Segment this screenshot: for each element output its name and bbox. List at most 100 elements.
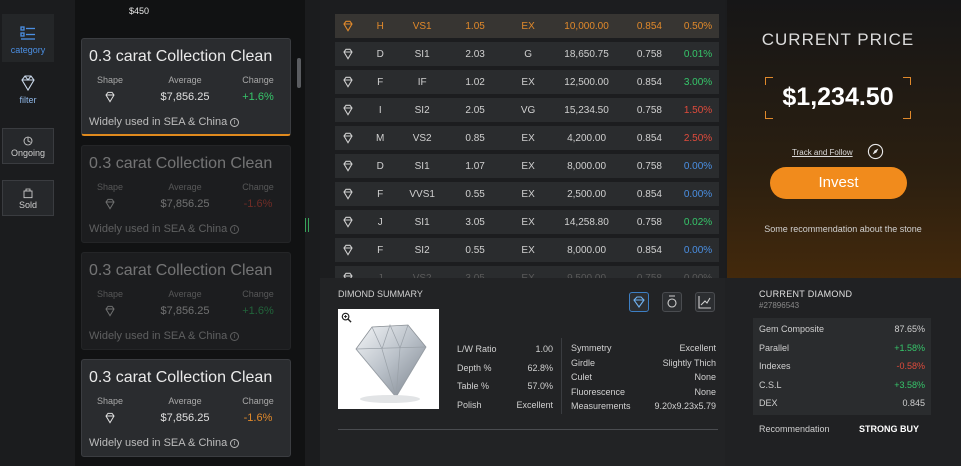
- spec-row: Table % 57.0%: [457, 381, 553, 393]
- list-scrollbar[interactable]: [297, 58, 301, 88]
- left-nav: category filter Ongoing Sold: [0, 0, 70, 466]
- diamond-icon: [343, 76, 353, 88]
- track-and-follow-link[interactable]: Track and Follow: [792, 148, 853, 157]
- spec-row: Measurements 9.20x9.23x5.79: [571, 401, 716, 413]
- invest-button[interactable]: Invest: [770, 167, 907, 199]
- certificate-button[interactable]: [662, 292, 682, 312]
- bag-icon: [23, 188, 33, 199]
- collection-list: $450 0.3 carat Collection Clean Shape Av…: [75, 0, 305, 466]
- row-price-cell: 14,258.80: [551, 210, 622, 234]
- chart-icon: [698, 296, 711, 309]
- row-shape-cell: [335, 98, 362, 122]
- diamond-icon: [105, 412, 115, 424]
- diamond-image: [355, 324, 427, 403]
- row-ratio-cell: 0.854: [621, 126, 678, 150]
- diamond-icon: [105, 305, 115, 317]
- row-carat-cell: 1.02: [445, 70, 505, 94]
- stat-row: DEX 0.845: [759, 398, 925, 408]
- row-cut-cell: EX: [504, 126, 552, 150]
- current-diamond-id: #27896543: [759, 301, 800, 310]
- stat-value: 87.65%: [894, 324, 925, 334]
- current-diamond-stats: Gem Composite 87.65% Parallel +1.58% Indexes…: [753, 318, 931, 415]
- collection-card[interactable]: 0.3 carat Collection Clean Shape Average…: [81, 38, 291, 136]
- info-icon[interactable]: i: [230, 439, 240, 448]
- row-price-cell: 2,500.00: [551, 182, 622, 206]
- table-row[interactable]: J VS2 3.05 EX 9,500.00 0.758 0.00%: [335, 266, 719, 278]
- ongoing-icon: [23, 136, 33, 146]
- row-shape-cell: [335, 210, 362, 234]
- row-change-cell: 0.00%: [677, 182, 719, 206]
- diamond-icon: [343, 132, 353, 144]
- card-average: Average $7,856.25: [160, 289, 210, 317]
- row-shape-cell: [335, 238, 362, 262]
- diamond-view-button[interactable]: [629, 292, 649, 312]
- spec-value: Slightly Thich: [662, 357, 716, 368]
- row-clarity-cell: IF: [398, 70, 446, 94]
- stat-row: Gem Composite 87.65%: [759, 324, 925, 334]
- diamond-icon: [343, 244, 353, 256]
- table-row[interactable]: D SI1 1.07 EX 8,000.00 0.758 0.00%: [335, 154, 719, 178]
- table-row[interactable]: H VS1 1.05 EX 10,000.00 0.854 0.50%: [335, 14, 719, 38]
- collection-card[interactable]: 0.3 carat Collection Clean Shape Average…: [81, 145, 291, 243]
- row-cut-cell: EX: [504, 210, 552, 234]
- card-note: Widely used in SEA & China i: [89, 223, 240, 235]
- collection-card[interactable]: 0.3 carat Collection Clean Shape Average…: [81, 359, 291, 457]
- diamond-photo[interactable]: [338, 309, 439, 409]
- table-row[interactable]: F IF 1.02 EX 12,500.00 0.854 3.00%: [335, 70, 719, 94]
- diamond-icon: [105, 198, 115, 210]
- diamond-table-grid: H VS1 1.05 EX 10,000.00 0.854 0.50% D SI1 2.03 G 18…: [335, 10, 719, 278]
- zoom-icon[interactable]: [341, 312, 352, 323]
- stat-key: Gem Composite: [759, 324, 825, 334]
- table-row[interactable]: I SI2 2.05 VG 15,234.50 0.758 1.50%: [335, 98, 719, 122]
- card-shape: Shape: [92, 182, 128, 210]
- row-color-cell: H: [361, 14, 399, 38]
- row-color-cell: J: [361, 210, 399, 234]
- row-clarity-cell: SI2: [398, 98, 446, 122]
- diamond-icon: [343, 48, 353, 60]
- table-row[interactable]: J SI1 3.05 EX 14,258.80 0.758 0.02%: [335, 210, 719, 234]
- stat-row: Indexes -0.58%: [759, 361, 925, 371]
- spec-key: Measurements: [571, 401, 631, 411]
- recommendation-value: STRONG BUY: [859, 424, 920, 434]
- row-price-cell: 10,000.00: [551, 14, 622, 38]
- spec-value: 9.20x9.23x5.79: [654, 401, 716, 411]
- diamond-icon: [105, 91, 115, 103]
- diamond-icon: [343, 272, 353, 278]
- nav-category[interactable]: category: [2, 14, 54, 62]
- nav-sold[interactable]: Sold: [2, 180, 54, 216]
- nav-filter[interactable]: filter: [2, 74, 54, 114]
- row-cut-cell: EX: [504, 14, 552, 38]
- row-clarity-cell: VVS1: [398, 182, 446, 206]
- compass-icon[interactable]: [867, 143, 884, 160]
- spec-row: Fluorescence None: [571, 387, 716, 399]
- nav-filter-label: filter: [19, 95, 37, 105]
- row-price-cell: 9,500.00: [551, 266, 622, 278]
- spec-divider: [561, 338, 562, 414]
- stat-row: Parallel +1.58%: [759, 343, 925, 353]
- row-change-cell: 1.50%: [677, 98, 719, 122]
- info-icon[interactable]: i: [230, 225, 240, 234]
- card-change: Change +1.6%: [242, 289, 274, 317]
- spec-value: 1.00: [535, 344, 553, 354]
- spec-row: Symmetry Excellent: [571, 343, 716, 355]
- nav-ongoing[interactable]: Ongoing: [2, 128, 54, 164]
- spec-key: Culet: [571, 372, 593, 382]
- info-icon[interactable]: i: [230, 118, 240, 127]
- row-cut-cell: EX: [504, 70, 552, 94]
- row-cut-cell: EX: [504, 154, 552, 178]
- row-ratio-cell: 0.854: [621, 70, 678, 94]
- info-icon[interactable]: i: [230, 332, 240, 341]
- table-row[interactable]: F VVS1 0.55 EX 2,500.00 0.854 0.00%: [335, 182, 719, 206]
- table-row[interactable]: M VS2 0.85 EX 4,200.00 0.854 2.50%: [335, 126, 719, 150]
- card-title: 0.3 carat Collection Clean: [89, 369, 273, 386]
- chart-button[interactable]: [695, 292, 715, 312]
- panel-resize-handle[interactable]: [305, 218, 309, 232]
- table-row[interactable]: F SI2 0.55 EX 8,000.00 0.854 0.00%: [335, 238, 719, 262]
- row-change-cell: 0.01%: [677, 42, 719, 66]
- table-row[interactable]: D SI1 2.03 G 18,650.75 0.758 0.01%: [335, 42, 719, 66]
- collection-card[interactable]: 0.3 carat Collection Clean Shape Average…: [81, 252, 291, 350]
- spec-value: Excellent: [516, 399, 553, 410]
- current-price-panel: CURRENT PRICE $1,234.50 Track and Follow…: [727, 0, 961, 278]
- card-change: Change +1.6%: [242, 75, 274, 103]
- spec-value: None: [694, 372, 716, 382]
